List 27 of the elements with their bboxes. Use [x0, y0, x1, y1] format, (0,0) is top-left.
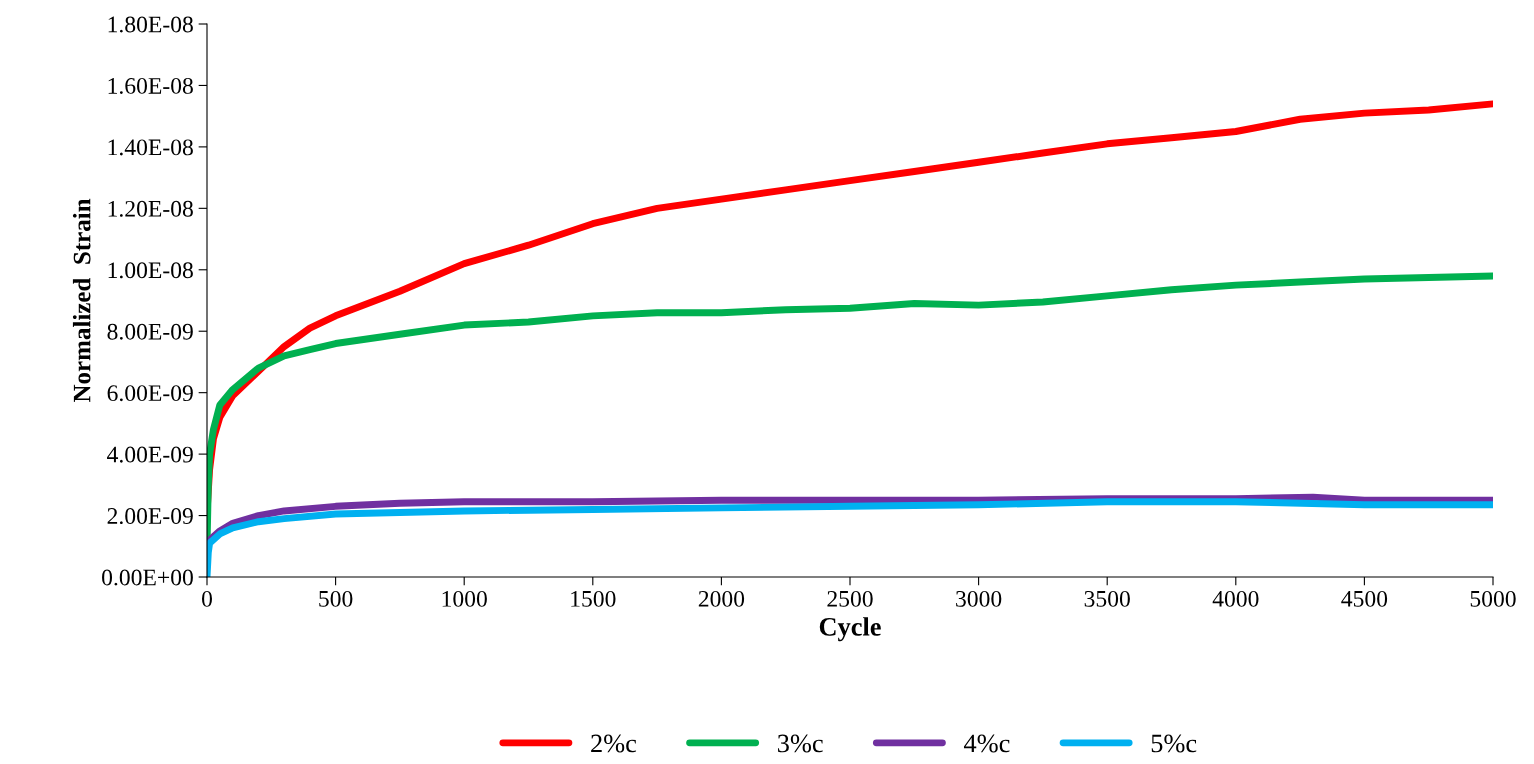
- y-tick-label: 0.00E+00: [102, 569, 193, 586]
- legend-label: 3%c: [777, 734, 823, 753]
- legend-label: 5%c: [1151, 734, 1197, 753]
- y-axis-title: Normalized Strain: [72, 198, 91, 403]
- x-tick-label: 4500: [1341, 590, 1388, 607]
- y-tick-label: 1.80E-08: [108, 16, 193, 33]
- legend-label: 4%c: [963, 734, 1010, 753]
- x-tick-label: 3500: [1084, 590, 1130, 607]
- x-tick-label: 0: [202, 590, 212, 607]
- x-tick-label: 1000: [442, 590, 487, 607]
- x-tick-label: 500: [319, 590, 353, 607]
- legend-label: 2%c: [591, 734, 637, 753]
- x-tick-label: 5000: [1470, 590, 1516, 607]
- y-tick-label: 1.20E-08: [108, 200, 193, 217]
- y-tick-label: 1.60E-08: [108, 77, 193, 94]
- y-tick-label: 4.00E-09: [107, 446, 193, 463]
- y-tick-label: 1.00E-08: [108, 262, 193, 279]
- x-tick-label: 2500: [827, 590, 873, 607]
- y-tick-label: 8.00E-09: [107, 323, 193, 340]
- y-tick-label: 2.00E-09: [107, 508, 193, 525]
- x-tick-label: 3000: [956, 590, 1002, 607]
- x-tick-label: 4000: [1212, 590, 1259, 607]
- y-tick-label: 6.00E-09: [107, 385, 193, 402]
- x-tick-label: 2000: [698, 590, 745, 607]
- y-tick-label: 1.40E-08: [108, 139, 193, 156]
- x-axis-title: Cycle: [819, 617, 881, 642]
- x-tick-label: 1500: [571, 590, 616, 607]
